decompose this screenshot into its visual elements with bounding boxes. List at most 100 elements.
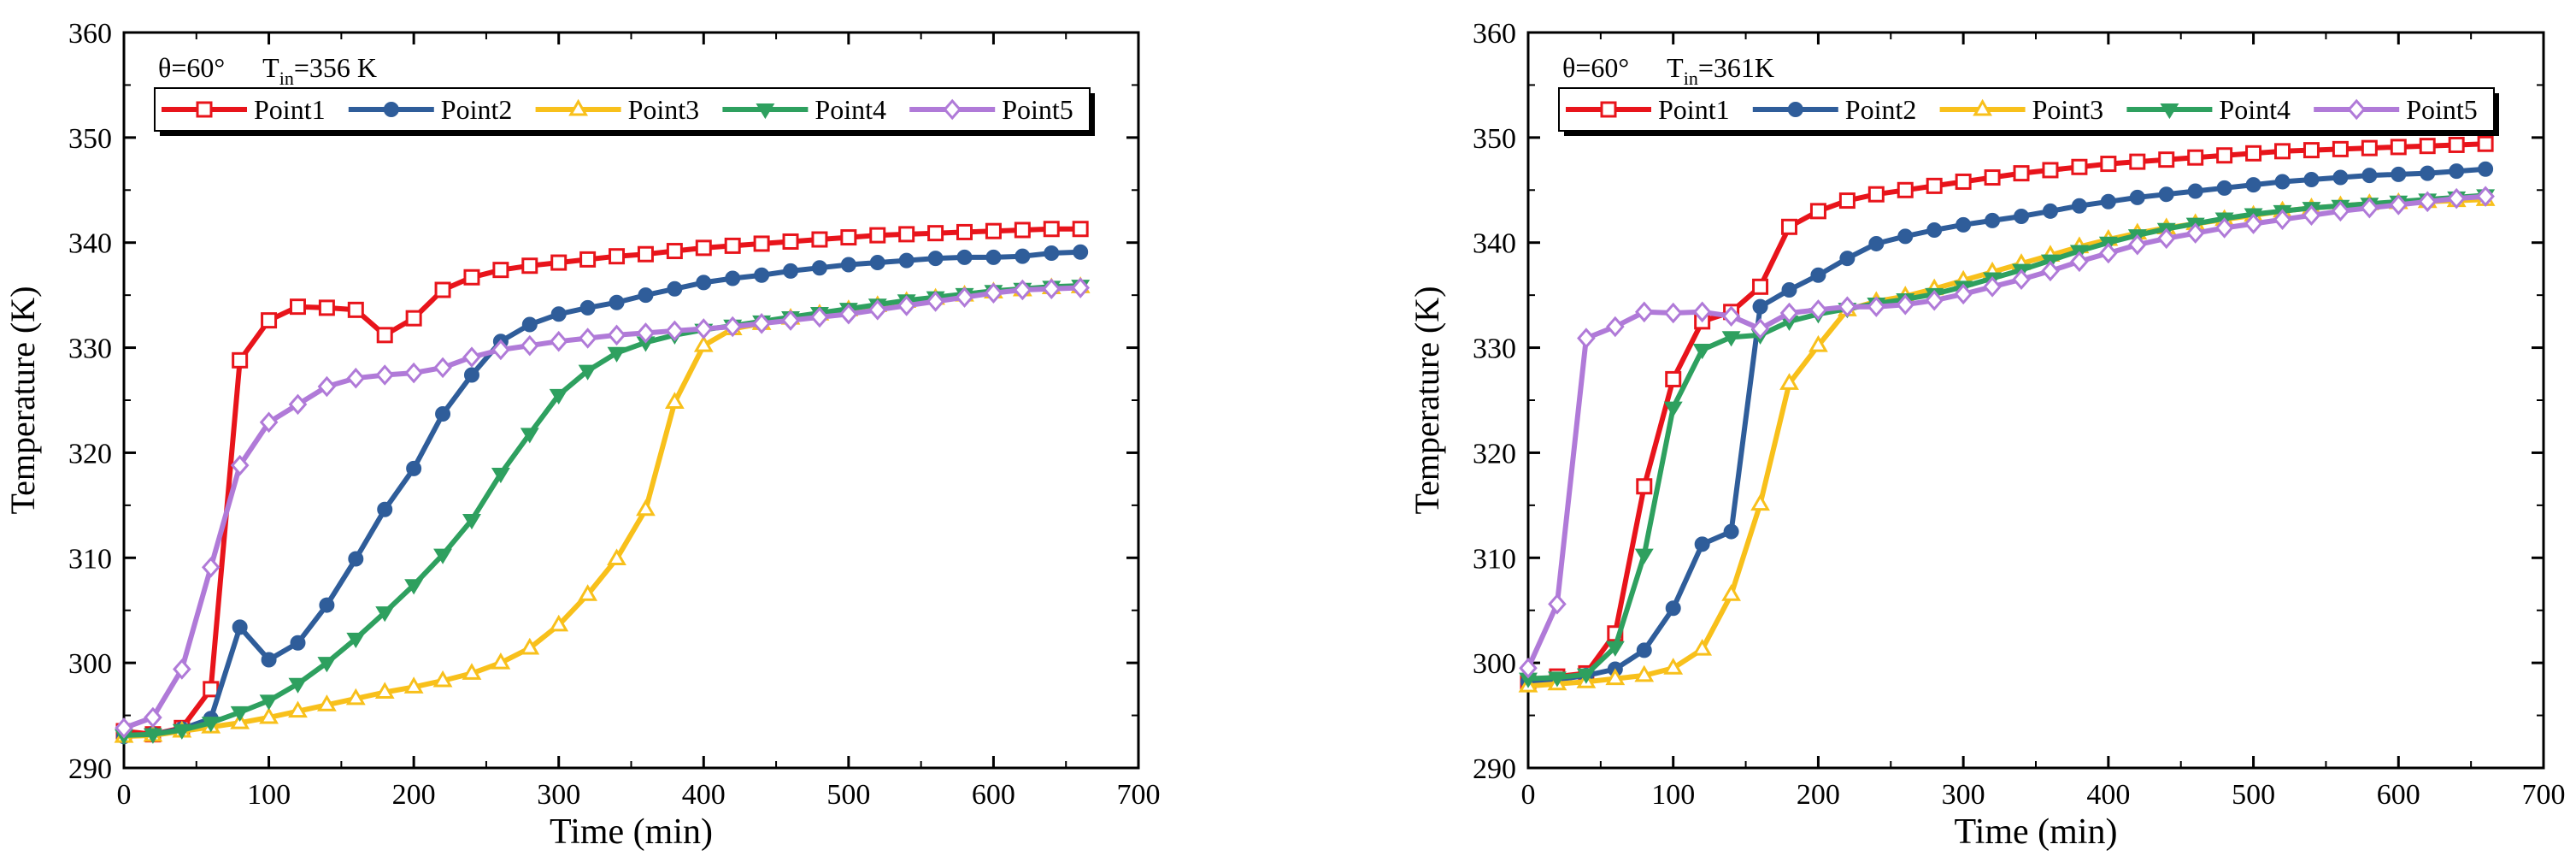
data-point bbox=[607, 548, 626, 566]
data-point bbox=[1750, 318, 1770, 339]
data-point bbox=[783, 263, 799, 279]
legend-marker bbox=[1600, 101, 1617, 118]
data-point bbox=[1634, 664, 1655, 682]
data-point bbox=[288, 700, 308, 718]
x-tick-label: 0 bbox=[117, 779, 132, 811]
legend: Point1 Point2 Point3 Point4 Point5 bbox=[1558, 87, 2499, 136]
data-point bbox=[578, 584, 598, 601]
data-point bbox=[316, 694, 337, 711]
data-point bbox=[1721, 584, 1742, 601]
data-point bbox=[1015, 248, 1031, 264]
y-tick-label: 310 bbox=[68, 543, 112, 575]
data-point bbox=[695, 239, 712, 257]
data-point bbox=[666, 243, 683, 260]
data-point bbox=[2128, 233, 2147, 256]
x-axis-label: Time (min) bbox=[1955, 812, 2118, 852]
data-point bbox=[578, 328, 597, 349]
data-point bbox=[2303, 142, 2320, 159]
data-point bbox=[2216, 180, 2232, 196]
data-point bbox=[347, 301, 364, 318]
data-point bbox=[1721, 331, 1741, 347]
data-point bbox=[2448, 136, 2465, 153]
data-point bbox=[956, 249, 973, 265]
y-tick-label: 350 bbox=[68, 123, 112, 155]
data-point bbox=[403, 676, 424, 694]
data-point bbox=[1780, 218, 1797, 235]
data-point bbox=[2391, 166, 2407, 182]
data-point bbox=[2332, 140, 2349, 157]
data-point bbox=[290, 635, 306, 651]
data-point bbox=[1665, 600, 1681, 617]
x-tick-label: 200 bbox=[392, 779, 436, 811]
data-point bbox=[1073, 244, 1089, 260]
data-point bbox=[869, 255, 885, 271]
data-point bbox=[1605, 668, 1626, 686]
data-point bbox=[2449, 163, 2465, 180]
legend-label: Point5 bbox=[2406, 94, 2478, 125]
data-point bbox=[491, 652, 511, 670]
data-point bbox=[520, 637, 540, 655]
x-tick-label: 400 bbox=[682, 779, 726, 811]
data-point bbox=[1547, 671, 1567, 688]
data-point bbox=[115, 717, 133, 739]
data-point bbox=[2389, 194, 2408, 216]
series-point4 bbox=[1519, 189, 2496, 688]
legend-item-point1: Point1 bbox=[162, 94, 326, 125]
data-point bbox=[2476, 186, 2495, 207]
data-point bbox=[2273, 209, 2292, 230]
data-point bbox=[434, 281, 451, 298]
data-point bbox=[955, 286, 974, 308]
data-point bbox=[1808, 299, 1828, 321]
data-point bbox=[1868, 235, 1885, 251]
legend-item-point4: Point4 bbox=[722, 94, 886, 125]
data-point bbox=[1634, 301, 1654, 323]
data-point bbox=[2245, 177, 2261, 193]
data-point bbox=[2100, 156, 2117, 173]
data-point bbox=[664, 392, 685, 409]
data-point bbox=[811, 231, 828, 248]
data-point bbox=[2361, 139, 2378, 156]
data-point bbox=[1606, 316, 1625, 338]
data-point bbox=[1665, 370, 1682, 387]
annotation-value: =361K bbox=[1698, 52, 1774, 83]
data-point bbox=[549, 388, 568, 404]
data-point bbox=[374, 682, 395, 700]
data-point bbox=[1954, 283, 1973, 305]
series-line-point5 bbox=[1526, 193, 2486, 670]
data-point bbox=[1810, 267, 1826, 283]
data-point bbox=[898, 252, 915, 269]
x-tick-label: 100 bbox=[247, 779, 291, 811]
data-point bbox=[230, 454, 250, 476]
annotation-theta: θ=60° bbox=[1562, 52, 1629, 83]
data-point bbox=[2156, 227, 2176, 250]
data-point bbox=[2071, 158, 2088, 175]
data-point bbox=[2158, 186, 2174, 203]
data-point bbox=[1042, 278, 1062, 300]
data-point bbox=[781, 310, 800, 331]
data-point bbox=[1839, 251, 1856, 267]
series-line-point5 bbox=[122, 285, 1081, 731]
data-point bbox=[432, 670, 453, 688]
annotation-value: =356 K bbox=[294, 52, 377, 83]
data-point bbox=[289, 298, 306, 316]
data-point bbox=[636, 499, 656, 517]
data-point bbox=[753, 235, 770, 252]
data-point bbox=[2014, 209, 2030, 224]
data-point bbox=[462, 663, 482, 680]
legend-marker bbox=[196, 101, 213, 118]
data-point bbox=[724, 237, 741, 254]
data-point bbox=[782, 233, 799, 250]
legend-label: Point4 bbox=[2219, 94, 2291, 125]
data-point bbox=[1838, 192, 1856, 210]
data-point bbox=[404, 579, 424, 595]
legend-marker bbox=[1973, 98, 1993, 116]
data-point bbox=[348, 551, 364, 567]
data-point bbox=[230, 706, 250, 723]
data-point bbox=[2158, 151, 2175, 168]
data-point bbox=[2187, 183, 2203, 199]
data-point bbox=[317, 375, 337, 398]
data-point bbox=[1013, 279, 1032, 301]
legend-item-point3: Point3 bbox=[1939, 94, 2103, 125]
y-tick-label: 300 bbox=[1473, 648, 1516, 680]
